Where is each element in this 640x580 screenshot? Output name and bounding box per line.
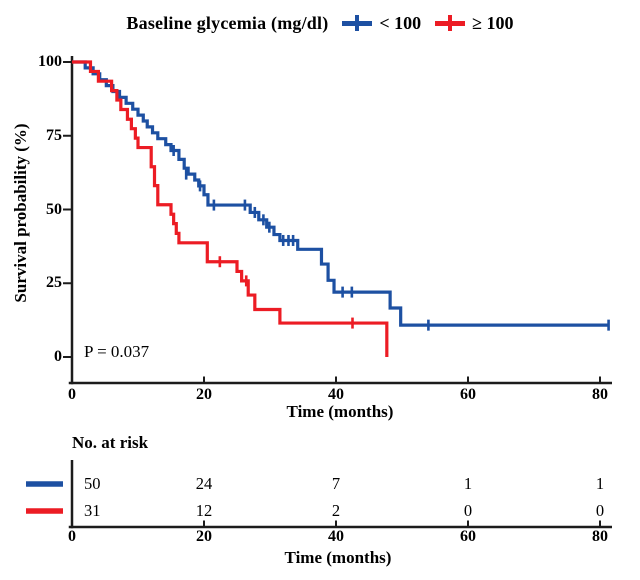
risk-count: 24 (195, 474, 213, 493)
y-tick-label: 0 (54, 348, 62, 365)
risk-x-tick-label: 80 (592, 528, 608, 545)
plus-marker-icon (435, 15, 466, 31)
x-tick-label: 60 (460, 386, 476, 403)
legend-label-lt100: < 100 (379, 12, 422, 33)
risk-count: 31 (84, 501, 101, 520)
risk-x-tick-label: 0 (68, 528, 76, 545)
risk-x-tick-label: 40 (328, 528, 344, 545)
risk-table-title: No. at risk (72, 433, 149, 452)
risk-count: 1 (595, 474, 605, 493)
chart-header: Baseline glycemia (mg/dl) < 100 ≥ 100 (0, 8, 640, 38)
risk-count: 50 (84, 474, 101, 493)
chart-title: Baseline glycemia (mg/dl) (126, 12, 329, 33)
y-tick-label: 100 (38, 53, 62, 70)
x-tick-label: 80 (592, 386, 608, 403)
survival-curve-lt100 (72, 60, 609, 327)
risk-x-tick-label: 20 (196, 528, 212, 545)
x-tick-label: 0 (68, 386, 76, 403)
risk-count: 0 (463, 501, 473, 520)
legend-item-lt100: < 100 (342, 13, 421, 34)
risk-count: 12 (195, 501, 213, 520)
risk-count: 1 (463, 474, 473, 493)
risk-count: 2 (331, 501, 341, 520)
plus-marker-icon (342, 15, 373, 31)
p-value-annotation: P = 0.037 (84, 342, 150, 361)
legend-item-gte100: ≥ 100 (435, 12, 514, 34)
risk-table-x-axis-title: Time (months) (284, 548, 392, 567)
legend-label-gte100: ≥ 100 (472, 12, 514, 33)
y-tick-label: 75 (46, 126, 62, 144)
y-tick-label: 25 (46, 274, 62, 292)
legend-censor-tick-gte100 (447, 15, 453, 31)
risk-count: 0 (595, 501, 605, 520)
y-tick-label: 50 (46, 200, 62, 218)
risk-count: 7 (331, 474, 341, 493)
legend-censor-tick-lt100 (354, 15, 360, 31)
x-tick-label: 20 (196, 386, 212, 403)
risk-x-tick-label: 60 (460, 528, 476, 545)
survival-curve-gte100 (72, 60, 389, 357)
x-tick-label: 40 (328, 386, 344, 403)
x-axis-title: Time (months) (286, 402, 394, 421)
